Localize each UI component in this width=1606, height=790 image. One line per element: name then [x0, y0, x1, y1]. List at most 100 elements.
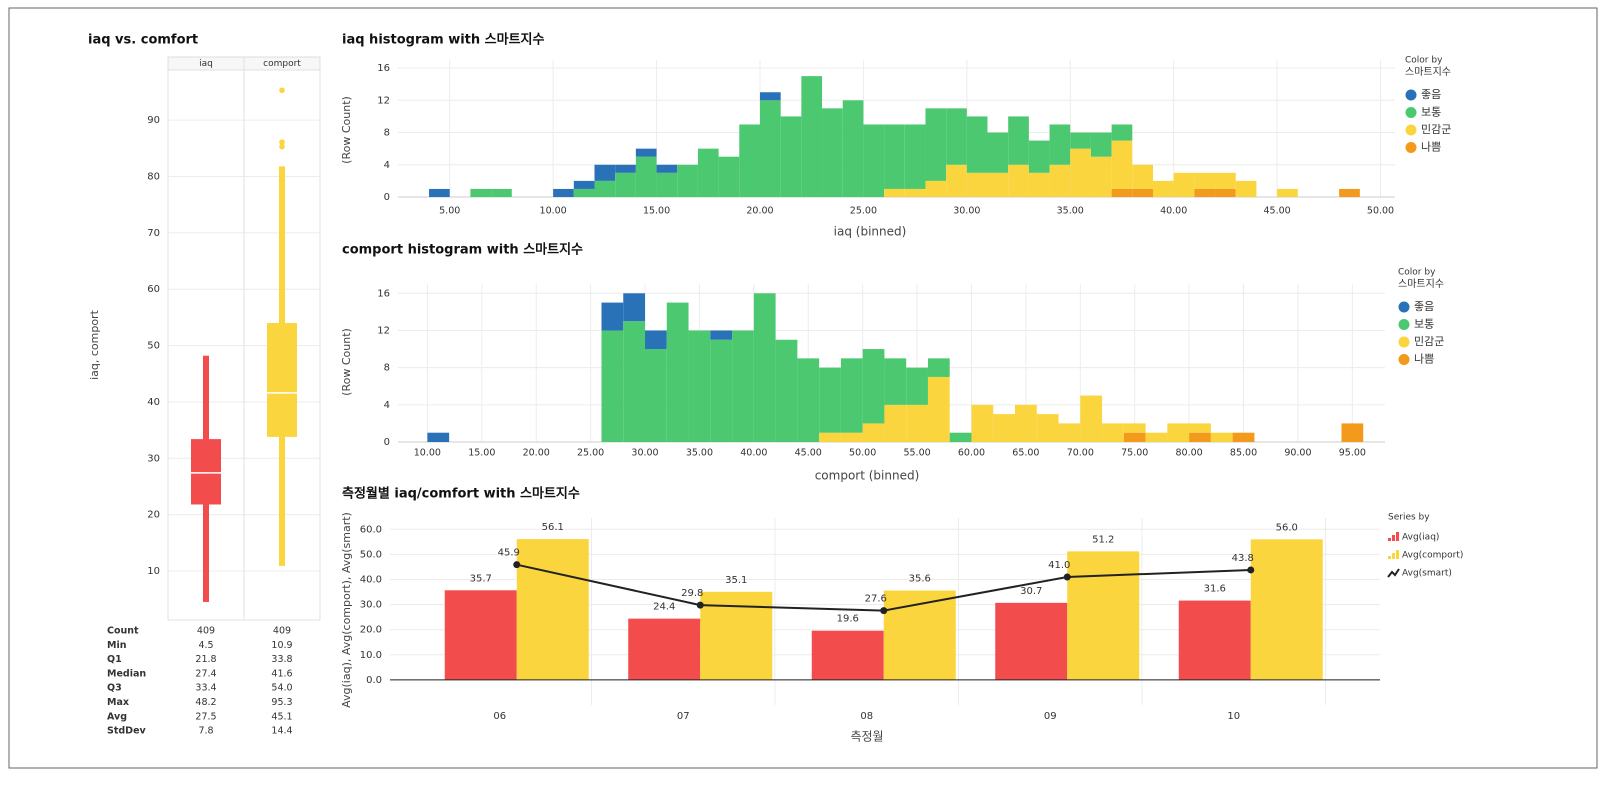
bar-segment [1189, 423, 1211, 433]
box [191, 439, 221, 505]
bar-segment [1123, 423, 1146, 433]
x-tick-label: 70.00 [1067, 448, 1094, 459]
value-label: 30.7 [1020, 586, 1042, 597]
legend-icon [1405, 124, 1417, 136]
bar-segment [904, 188, 926, 197]
bar-segment [739, 124, 760, 197]
column-header: iaq [199, 59, 213, 69]
stat-value: 4.5 [198, 640, 213, 651]
bar-segment [884, 124, 905, 189]
x-tick-label: 20.00 [746, 206, 773, 217]
bar-segment [1090, 132, 1112, 157]
legend-icon [1396, 550, 1399, 559]
y-tick-label: 80 [147, 172, 160, 183]
legend-label: 좋음 [1421, 88, 1441, 101]
bar-segment [677, 164, 698, 197]
legend-label: 보통 [1414, 318, 1434, 331]
bar-segment [623, 293, 646, 322]
y-tick-label: 90 [147, 115, 160, 126]
y-tick-label: 16 [377, 63, 390, 74]
legend-icon [1388, 556, 1391, 559]
x-tick-label: 10.00 [540, 206, 567, 217]
bar-segment [1102, 423, 1124, 442]
stat-label: Count [107, 626, 139, 637]
value-label: 35.6 [909, 574, 931, 585]
x-tick-label: 75.00 [1121, 448, 1148, 459]
bar-segment [635, 148, 657, 157]
x-tick-label: 90.00 [1284, 448, 1311, 459]
stat-value: 27.4 [195, 668, 216, 679]
bar-segment [1215, 188, 1236, 197]
bar-segment [1341, 423, 1364, 442]
value-label: 24.4 [653, 602, 675, 613]
bar-segment [1189, 432, 1211, 442]
bar-segment [906, 367, 928, 405]
bar-segment [1132, 164, 1153, 189]
bar-segment [925, 108, 947, 181]
frame [8, 7, 1598, 769]
bar-segment [1215, 172, 1236, 189]
x-tick-label: 25.00 [850, 206, 877, 217]
bar-segment [470, 188, 492, 197]
value-label: 56.0 [1276, 522, 1298, 533]
stat-value: 7.8 [198, 726, 213, 737]
legend-label: 보통 [1421, 106, 1441, 119]
bar-segment [840, 358, 863, 433]
bar-segment [1049, 164, 1071, 197]
legend-icon [1392, 535, 1395, 541]
y-tick-label: 30 [147, 453, 160, 464]
bar-segment [615, 172, 636, 197]
bar-segment [775, 339, 798, 442]
bar-segment [1015, 404, 1037, 442]
outlier [279, 139, 285, 145]
y-tick-label: 0 [384, 437, 390, 448]
y-tick-label: 8 [384, 363, 390, 374]
x-axis-title: comport (binned) [815, 469, 920, 483]
bar-segment [573, 180, 595, 189]
legend-label: 민감군 [1414, 335, 1444, 348]
legend-icon [1398, 319, 1410, 330]
bar [628, 618, 701, 680]
value-label: 35.7 [470, 573, 492, 584]
bar-segment [1210, 432, 1233, 442]
bar-segment [966, 116, 988, 173]
bar-segment [656, 172, 678, 197]
x-tick-label: 65.00 [1012, 448, 1039, 459]
legend-icon [1405, 142, 1417, 153]
stat-label: Q3 [107, 683, 122, 694]
y-tick-label: 40.0 [360, 574, 382, 585]
x-tick-label: 07 [677, 711, 690, 722]
outlier [279, 143, 285, 150]
x-tick-label: 10 [1227, 711, 1240, 722]
bar-segment [797, 358, 820, 442]
bar-segment [1111, 188, 1133, 197]
bar-segment [987, 132, 1009, 173]
bar-segment [1036, 414, 1059, 442]
legend-icon [1388, 538, 1391, 541]
y-axis-title: Avg(iaq), Avg(comport), Avg(smart) [340, 512, 353, 708]
bar-segment [949, 432, 972, 442]
bar-segment [966, 172, 988, 197]
bar [516, 539, 589, 680]
bar-segment [862, 423, 885, 442]
y-tick-label: 4 [384, 160, 390, 171]
x-tick-label: 50.00 [1367, 206, 1394, 217]
bar-segment [1232, 432, 1255, 442]
bar-segment [927, 376, 950, 442]
x-axis-title: iaq (binned) [834, 225, 907, 239]
legend-icon [1398, 336, 1410, 348]
y-tick-label: 10.0 [360, 650, 382, 661]
legend-icon [1396, 532, 1399, 541]
bar-segment [1235, 180, 1257, 197]
stat-value: 33.4 [195, 683, 216, 694]
x-tick-label: 30.00 [953, 206, 980, 217]
bar-segment [1194, 172, 1216, 189]
legend-title: Color by [1405, 56, 1443, 66]
bar-segment [801, 76, 823, 197]
bar-segment [732, 330, 754, 442]
x-tick-label: 45.00 [795, 448, 822, 459]
stat-value: 10.9 [271, 640, 292, 651]
x-tick-label: 09 [1044, 711, 1057, 722]
x-tick-label: 15.00 [643, 206, 670, 217]
bar-segment [1145, 432, 1168, 442]
